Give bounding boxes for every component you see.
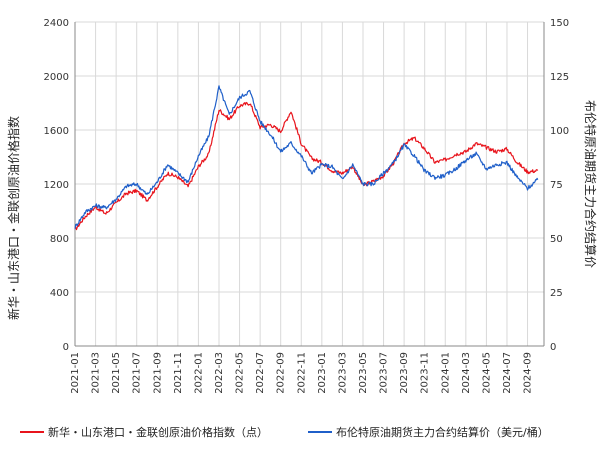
x-tick-label: 2024-07: [502, 352, 513, 394]
x-tick-label: 2023-01: [317, 352, 328, 394]
chart: 0 400 800 1200 1600 2000 2400 0 25 50 75 100 125 150…: [6, 18, 598, 394]
y-axis-left-label: 新华・山东港口・金联创原油价格指数: [6, 116, 21, 320]
x-tick-label: 2024-01: [440, 352, 451, 394]
x-tick-label: 2022-05: [235, 352, 246, 394]
x-tick-label: 2024-05: [481, 352, 492, 394]
series-lines: [74, 85, 539, 231]
y-left-tick-label: 800: [50, 234, 69, 245]
legend-item-series2: 布伦特原油期货主力合约结算价（美元/桶）: [308, 424, 549, 440]
x-tick-label: 2021-09: [152, 352, 163, 394]
x-tick-label: 2021-03: [91, 352, 102, 394]
x-tick-label: 2024-03: [461, 352, 472, 394]
y-right-tick-label: 75: [550, 180, 563, 191]
y-right-tick-label: 150: [550, 18, 569, 29]
legend-label-series2: 布伦特原油期货主力合约结算价（美元/桶）: [336, 426, 549, 439]
y-right-tick-label: 0: [550, 342, 556, 353]
x-tick-label: 2021-11: [173, 352, 184, 394]
x-tick-label: 2022-03: [214, 352, 225, 394]
gridlines: [74, 21, 544, 347]
x-tick-label: 2021-01: [70, 352, 81, 394]
x-tick-label: 2022-07: [255, 352, 266, 394]
y-right-tick-label: 125: [550, 72, 569, 83]
x-tick-label: 2023-07: [379, 352, 390, 394]
y-axis-right-label: 布伦特原油期货主力合约结算价: [583, 100, 598, 268]
x-tick-label: 2023-09: [399, 352, 410, 394]
y-left-tick-label: 2000: [44, 72, 69, 83]
legend-swatch-series1: [20, 431, 44, 433]
legend: 新华・山东港口・金联创原油价格指数（点） 布伦特原油期货主力合约结算价（美元/桶…: [0, 424, 604, 442]
y-right-tick-label: 50: [550, 234, 563, 245]
x-tick-label: 2021-07: [132, 352, 143, 394]
legend-item-series1: 新华・山东港口・金联创原油价格指数（点）: [20, 424, 268, 440]
x-tick-label: 2024-09: [523, 352, 534, 394]
y-left-tick-label: 0: [63, 342, 69, 353]
series-line-1: [74, 101, 539, 231]
x-tick-label: 2022-01: [193, 352, 204, 394]
y-right-tick-labels: 0 25 50 75 100 125 150: [550, 18, 569, 353]
y-left-tick-label: 400: [50, 288, 69, 299]
x-tick-labels: 2021-01 2021-03 2021-05 2021-07 2021-09 2021-…: [70, 352, 534, 394]
x-tick-label: 2023-05: [358, 352, 369, 394]
x-tick-label: 2021-05: [111, 352, 122, 394]
x-tick-label: 2022-09: [276, 352, 287, 394]
y-left-tick-label: 2400: [44, 18, 69, 29]
y-right-tick-label: 100: [550, 126, 569, 137]
y-left-tick-labels: 0 400 800 1200 1600 2000 2400: [44, 18, 69, 353]
axes: [74, 22, 545, 347]
y-left-tick-label: 1200: [44, 180, 69, 191]
x-tick-label: 2023-11: [420, 352, 431, 394]
series-line-2: [74, 85, 539, 229]
x-tick-label: 2022-11: [296, 352, 307, 394]
x-tick-label: 2023-03: [337, 352, 348, 394]
y-right-tick-label: 25: [550, 288, 563, 299]
y-left-tick-label: 1600: [44, 126, 69, 137]
legend-swatch-series2: [308, 431, 332, 433]
legend-label-series1: 新华・山东港口・金联创原油价格指数（点）: [48, 426, 268, 439]
